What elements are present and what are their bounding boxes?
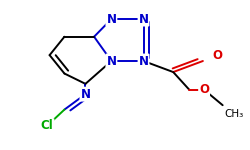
Text: N: N: [80, 88, 90, 101]
Text: CH₃: CH₃: [224, 109, 243, 119]
Text: O: O: [213, 49, 223, 62]
Text: N: N: [106, 54, 117, 68]
Text: Cl: Cl: [41, 119, 54, 132]
Text: N: N: [138, 13, 148, 26]
Text: N: N: [106, 13, 117, 26]
Text: O: O: [199, 83, 209, 96]
Text: N: N: [138, 54, 148, 68]
